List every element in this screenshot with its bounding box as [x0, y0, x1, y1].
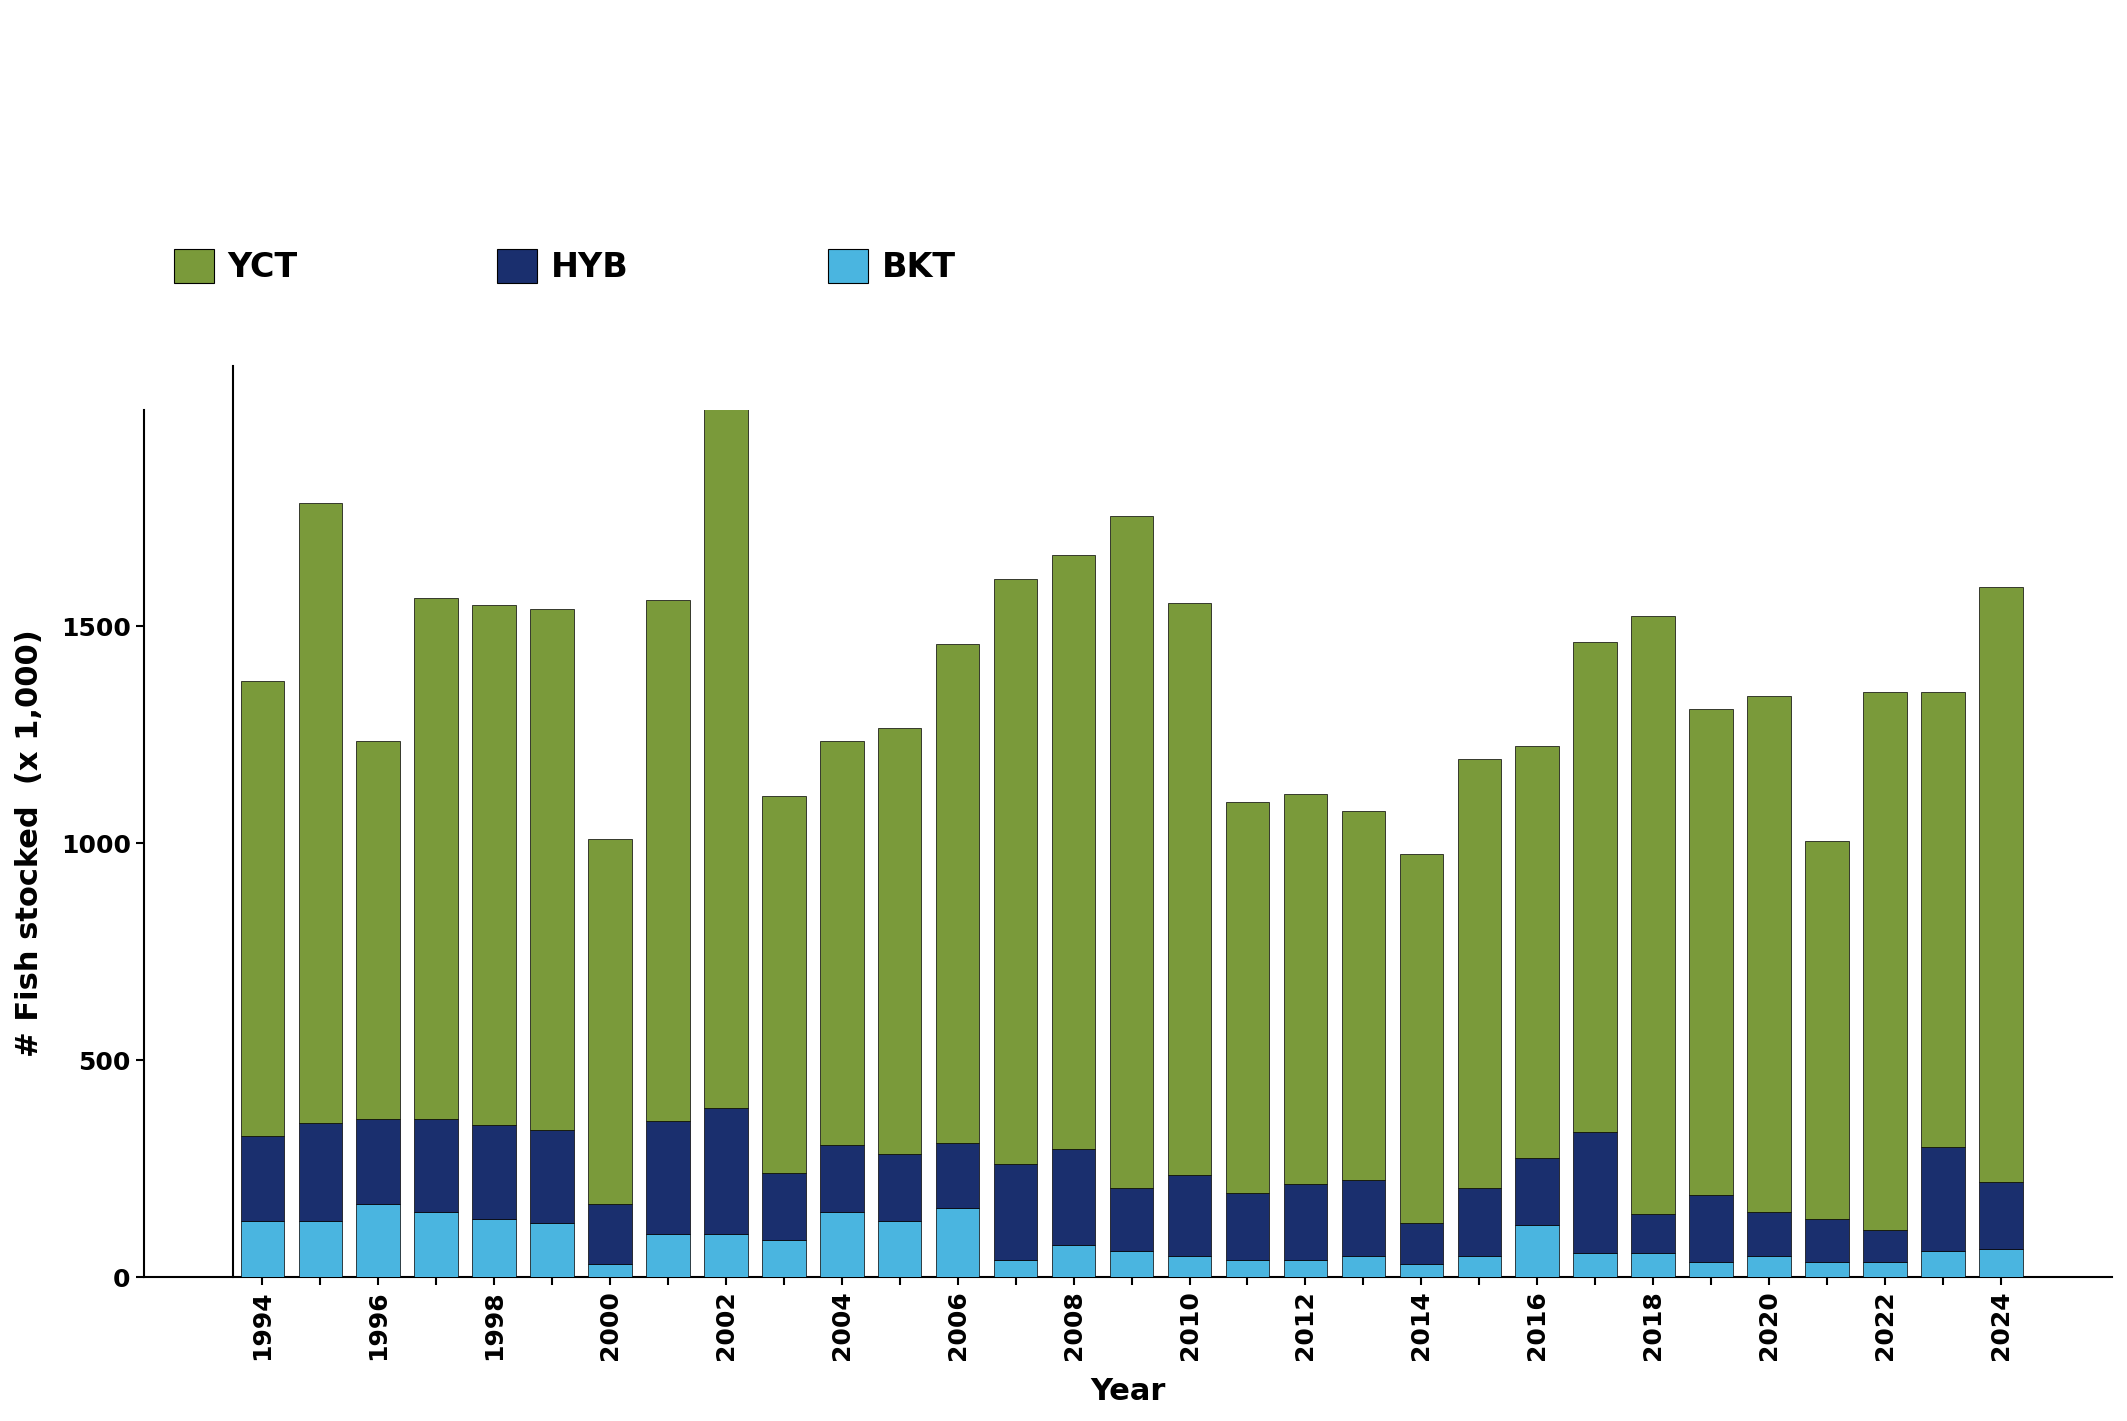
Bar — [878, 1221, 921, 1277]
Bar — [1053, 1150, 1095, 1245]
Bar — [704, 1108, 747, 1233]
Bar — [298, 503, 342, 1123]
Bar — [240, 1221, 285, 1277]
Bar — [1457, 759, 1502, 1188]
Bar — [1168, 1256, 1210, 1277]
Bar — [821, 742, 864, 1145]
Bar — [1689, 709, 1734, 1195]
Bar — [1225, 1260, 1270, 1277]
Bar — [821, 1212, 864, 1277]
Bar — [1631, 1215, 1674, 1253]
Bar — [357, 742, 400, 1118]
Bar — [647, 1233, 689, 1277]
Bar — [1110, 1188, 1153, 1252]
Bar — [1746, 1256, 1791, 1277]
Bar — [472, 1125, 517, 1219]
Bar — [647, 1121, 689, 1233]
Bar — [1053, 1245, 1095, 1277]
Bar — [1400, 854, 1442, 1223]
Bar — [1631, 1253, 1674, 1277]
Bar — [1225, 803, 1270, 1192]
Bar — [1978, 587, 2023, 1182]
Bar — [1921, 1252, 1965, 1277]
Bar — [530, 1130, 574, 1223]
Bar — [1921, 692, 1965, 1147]
Bar — [1689, 1195, 1734, 1262]
Bar — [472, 605, 517, 1125]
Bar — [1053, 556, 1095, 1150]
Bar — [357, 1204, 400, 1277]
Bar — [1400, 1223, 1442, 1265]
Bar — [1863, 1262, 1906, 1277]
X-axis label: Year: Year — [1091, 1377, 1166, 1405]
Bar — [993, 1164, 1038, 1260]
Bar — [1285, 793, 1327, 1184]
Y-axis label: # Fish stocked  (x 1,000): # Fish stocked (x 1,000) — [15, 630, 45, 1057]
Bar — [589, 1265, 632, 1277]
Bar — [1921, 1147, 1965, 1252]
Bar — [1457, 1256, 1502, 1277]
Bar — [1514, 1158, 1559, 1225]
Bar — [761, 796, 806, 1174]
Bar — [1746, 696, 1791, 1212]
Bar — [878, 1154, 921, 1221]
Bar — [298, 1123, 342, 1221]
Bar — [704, 1233, 747, 1277]
Bar — [530, 1223, 574, 1277]
Bar — [589, 1204, 632, 1265]
Bar — [1400, 1265, 1442, 1277]
Bar — [1631, 615, 1674, 1215]
Bar — [1574, 1133, 1617, 1253]
Bar — [936, 644, 978, 1142]
Bar — [1978, 1182, 2023, 1249]
Bar — [878, 729, 921, 1154]
Bar — [1514, 746, 1559, 1158]
Bar — [1574, 642, 1617, 1133]
Bar — [240, 1137, 285, 1221]
Bar — [1110, 1252, 1153, 1277]
Bar — [1863, 1229, 1906, 1262]
Bar — [415, 1118, 457, 1212]
Bar — [647, 601, 689, 1121]
Bar — [1806, 1262, 1848, 1277]
Bar — [1746, 1212, 1791, 1256]
Bar — [415, 598, 457, 1118]
Bar — [1806, 841, 1848, 1219]
Bar — [472, 1219, 517, 1277]
Bar — [1806, 1219, 1848, 1262]
Bar — [1457, 1188, 1502, 1256]
Bar — [1689, 1262, 1734, 1277]
Bar — [1168, 603, 1210, 1175]
Bar — [1342, 1179, 1385, 1256]
Bar — [1168, 1175, 1210, 1256]
Bar — [761, 1174, 806, 1241]
Bar — [357, 1118, 400, 1204]
Bar — [298, 1221, 342, 1277]
Bar — [1110, 516, 1153, 1188]
Bar — [1342, 811, 1385, 1179]
Legend: YCT, HYB, BKT: YCT, HYB, BKT — [160, 236, 970, 297]
Bar — [1285, 1260, 1327, 1277]
Bar — [415, 1212, 457, 1277]
Bar — [1863, 692, 1906, 1229]
Bar — [993, 1260, 1038, 1277]
Bar — [530, 610, 574, 1130]
Bar — [993, 578, 1038, 1164]
Bar — [1225, 1192, 1270, 1260]
Bar — [1285, 1184, 1327, 1260]
Bar — [761, 1241, 806, 1277]
Bar — [1342, 1256, 1385, 1277]
Bar — [240, 681, 285, 1137]
Bar — [936, 1208, 978, 1277]
Bar — [1514, 1225, 1559, 1277]
Bar — [704, 297, 747, 1108]
Bar — [1574, 1253, 1617, 1277]
Bar — [589, 838, 632, 1204]
Bar — [936, 1142, 978, 1208]
Bar — [821, 1145, 864, 1212]
Bar — [1978, 1249, 2023, 1277]
